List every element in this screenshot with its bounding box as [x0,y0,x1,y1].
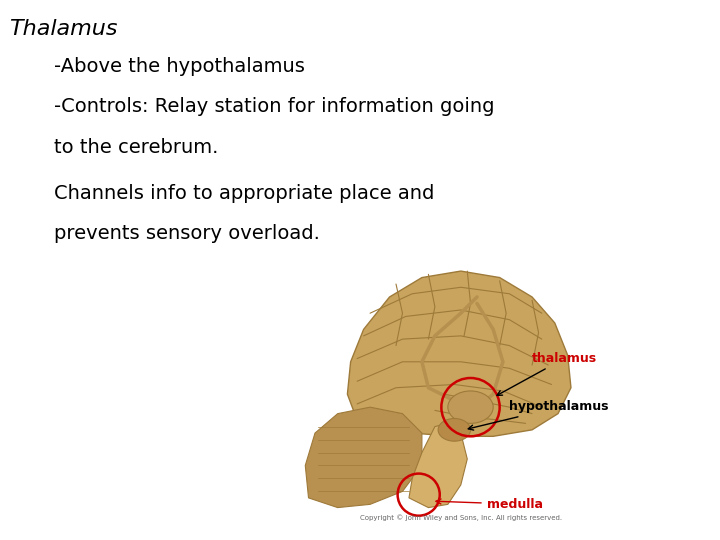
Polygon shape [409,423,467,508]
Text: -Controls: Relay station for information going: -Controls: Relay station for information… [54,97,495,116]
Text: Copyright © John Wiley and Sons, Inc. All rights reserved.: Copyright © John Wiley and Sons, Inc. Al… [360,515,562,521]
Text: prevents sensory overload.: prevents sensory overload. [54,224,320,243]
Text: to the cerebrum.: to the cerebrum. [54,138,218,157]
Text: -Above the hypothalamus: -Above the hypothalamus [54,57,305,76]
Ellipse shape [448,391,493,423]
Polygon shape [347,271,571,436]
Ellipse shape [438,418,471,441]
Text: medulla: medulla [436,497,543,511]
Text: Thalamus: Thalamus [9,19,117,39]
Polygon shape [305,407,422,508]
Text: hypothalamus: hypothalamus [468,400,609,430]
Text: Channels info to appropriate place and: Channels info to appropriate place and [54,184,434,202]
Text: thalamus: thalamus [497,352,597,395]
